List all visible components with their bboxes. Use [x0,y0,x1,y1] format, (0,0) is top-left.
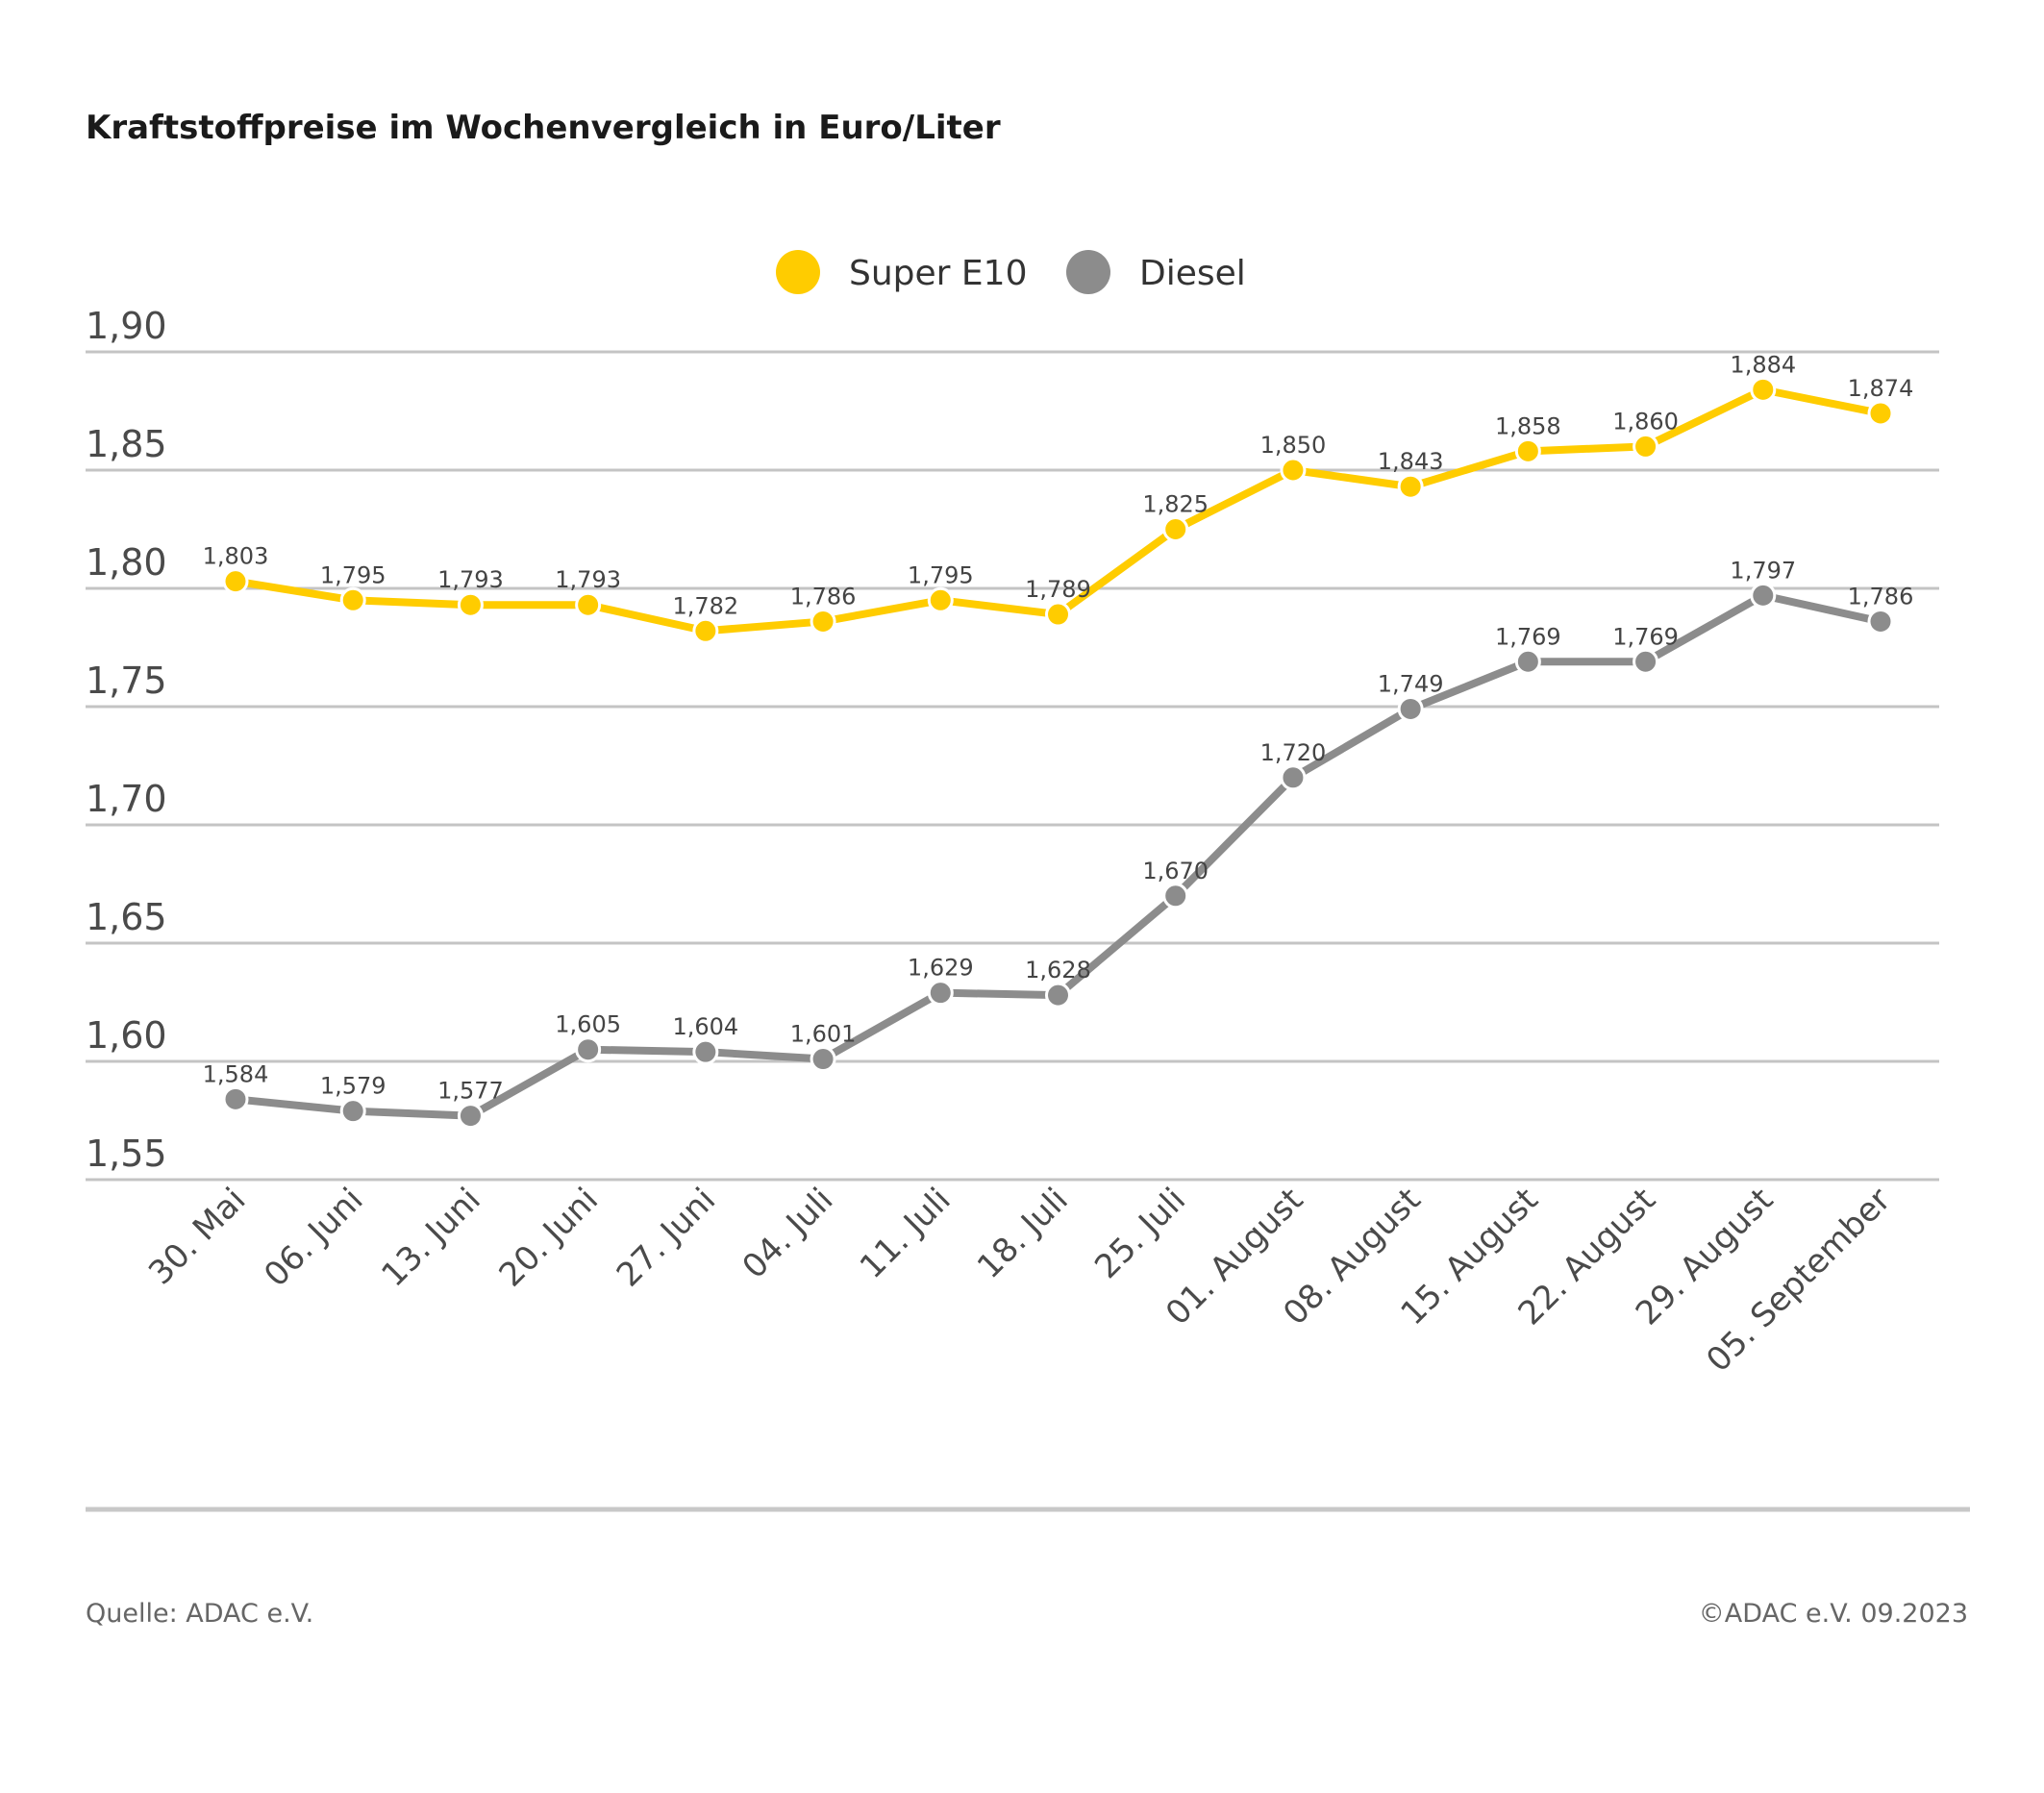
legend-marker-icon [776,250,820,294]
data-point [1867,608,1894,635]
data-point [222,1085,249,1112]
y-axis-ticks: 1,55 1,60 1,65 1,70 1,75 1,80 1,85 1,90 [86,305,167,1175]
x-tick-label: 04. Juli [735,1181,841,1286]
data-point [692,617,719,644]
data-label: 1,803 [203,543,269,570]
x-tick-label: 30. Mai [141,1181,253,1292]
data-label: 1,629 [908,955,974,982]
x-tick-label: 18. Juli [970,1181,1076,1286]
data-point [810,608,836,635]
data-point [1633,648,1659,675]
data-point [457,1103,484,1130]
source-note: Quelle: ADAC e.V. [86,1599,313,1629]
data-point [1867,400,1894,427]
legend-label: Super E10 [849,254,1027,293]
data-label: 1,797 [1730,557,1796,584]
x-tick-label: 25. Juli [1087,1181,1193,1286]
data-point [1750,582,1777,609]
copyright-note: ©ADAC e.V. 09.2023 [1699,1599,1968,1629]
data-point [1045,601,1071,628]
data-label: 1,874 [1848,375,1914,402]
y-tick-label: 1,55 [86,1133,167,1175]
data-label: 1,850 [1260,432,1327,459]
y-tick-label: 1,75 [86,660,167,702]
data-label: 1,786 [1848,583,1914,610]
x-tick-label: 20. Juni [492,1181,606,1294]
legend-marker-icon [1066,250,1110,294]
data-label: 1,769 [1612,623,1679,650]
data-point [1162,883,1189,909]
chart-title: Kraftstoffpreise im Wochenvergleich in E… [86,109,1001,147]
data-label: 1,884 [1730,351,1796,378]
series-diesel: 1,584 1,579 1,577 1,605 1,604 1,601 1,629 1,628… [203,557,1914,1130]
data-label: 1,786 [790,583,857,610]
data-label: 1,782 [672,592,738,619]
data-point [339,1098,366,1125]
data-point [339,586,366,613]
series-line [235,591,1882,1120]
data-label: 1,795 [908,561,974,588]
data-label: 1,793 [437,566,504,593]
x-tick-label: 27. Juni [610,1181,723,1294]
data-label: 1,858 [1495,412,1561,439]
data-label: 1,843 [1378,448,1444,475]
data-label: 1,605 [555,1011,621,1038]
data-label: 1,670 [1142,858,1209,884]
data-point [810,1046,836,1073]
gridlines [86,350,1939,1182]
data-label: 1,601 [790,1021,857,1048]
data-point [1280,457,1307,484]
data-point [1397,473,1424,500]
data-label: 1,628 [1025,957,1091,984]
x-tick-label: 13. Juni [374,1181,487,1294]
data-label: 1,860 [1612,408,1679,435]
data-label: 1,795 [320,561,386,588]
data-label: 1,720 [1260,739,1327,766]
y-tick-label: 1,90 [86,305,167,347]
data-label: 1,793 [555,566,621,593]
series-group: 1,803 1,795 1,793 1,793 1,782 1,786 1,795 1,789… [203,351,1914,1130]
data-label: 1,825 [1142,491,1209,518]
data-point [575,1036,602,1063]
data-point [575,591,602,618]
legend-label: Diesel [1139,254,1246,293]
series-super-e10: 1,803 1,795 1,793 1,793 1,782 1,786 1,795 1,789… [203,351,1914,644]
data-label: 1,584 [203,1060,269,1087]
data-label: 1,749 [1378,670,1444,697]
y-tick-label: 1,85 [86,423,167,465]
data-label: 1,604 [672,1013,738,1040]
data-point [692,1038,719,1065]
data-point [1397,695,1424,722]
legend: Super E10 Diesel [776,250,1246,294]
x-tick-label: 06. Juni [257,1181,370,1294]
y-tick-label: 1,60 [86,1014,167,1057]
y-tick-label: 1,65 [86,896,167,938]
data-label: 1,789 [1025,576,1091,603]
y-tick-label: 1,70 [86,778,167,820]
data-point [1514,437,1541,464]
data-point [1633,433,1659,460]
data-point [1750,376,1777,403]
data-point [457,591,484,618]
data-label: 1,577 [437,1078,504,1105]
data-point [927,980,954,1007]
x-axis-ticks: 30. Mai 06. Juni 13. Juni 20. Juni 27. Juni 0… [141,1181,1898,1380]
y-tick-label: 1,80 [86,541,167,584]
data-point [1280,764,1307,791]
x-tick-label: 11. Juli [853,1181,959,1286]
data-label: 1,769 [1495,623,1561,650]
data-point [927,586,954,613]
data-label: 1,579 [320,1073,386,1100]
data-point [222,568,249,595]
data-point [1045,982,1071,1009]
data-point [1162,516,1189,542]
data-point [1514,648,1541,675]
